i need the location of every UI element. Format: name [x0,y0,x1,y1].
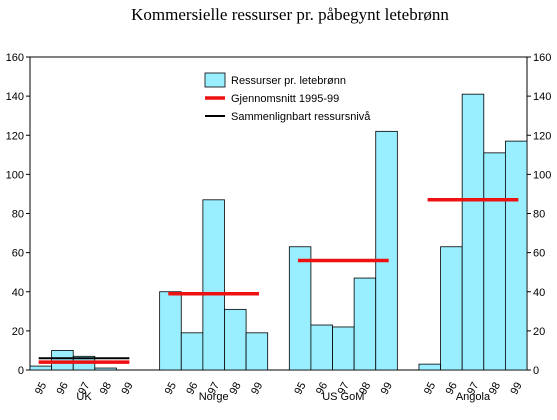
year-tick-label: 99 [249,380,265,396]
year-tick-label: 99 [379,380,395,396]
bar [245,332,269,371]
bar [51,350,74,371]
year-tick-label: 96 [444,380,460,396]
legend: Ressurser pr. letebrønn Gjennomsnitt 1995… [204,72,371,123]
legend-swatch-bars [204,72,226,88]
bar [504,140,528,371]
bar [461,93,485,371]
bar [310,324,333,371]
group-label: UK [76,391,92,403]
legend-label: Sammenlignbart ressursnivå [231,111,371,123]
group-label: Norge [199,391,229,403]
bar [483,152,506,371]
right-tick-label: 20 [533,326,545,338]
year-tick-label: 97 [206,380,222,396]
left-tick-label: 40 [12,287,24,299]
year-tick-label: 96 [55,380,71,396]
group-label: Angola [456,391,491,403]
bar [224,308,247,371]
year-tick-label: 98 [98,380,114,396]
left-tick-label: 120 [6,130,24,142]
year-tick-label: 96 [314,380,330,396]
right-tick-label: 160 [533,52,551,64]
year-tick-label: 97 [465,380,481,396]
left-tick-label: 100 [6,169,24,181]
bar [418,363,441,371]
right-tick-label: 0 [533,365,539,377]
year-tick-label: 95 [422,380,438,396]
bar [159,291,182,371]
group-label: US GoM [322,391,364,403]
left-tick-label: 160 [6,52,24,64]
bar [332,326,355,371]
year-tick-label: 98 [487,380,503,396]
year-tick-label: 99 [508,380,524,396]
year-tick-label: 95 [292,380,308,396]
bar [353,277,377,371]
right-tick-label: 60 [533,248,545,260]
left-tick-label: 80 [12,209,24,221]
year-tick-label: 99 [119,380,135,396]
right-tick-label: 80 [533,209,545,221]
year-tick-label: 95 [33,380,49,396]
bar [375,130,398,371]
plot-area: 0 0 20 20 40 40 60 60 80 80 100 100 120 120 140 140 160 1… [6,52,552,403]
bar [180,332,204,371]
right-tick-label: 100 [533,169,551,181]
legend-label: Ressurser pr. letebrønn [231,75,346,87]
chart-title: Kommersielle ressurser pr. påbegynt lete… [131,5,449,24]
bar [94,367,117,371]
year-tick-label: 98 [357,380,373,396]
left-tick-label: 140 [6,91,24,103]
legend-label: Gjennomsnitt 1995-99 [231,93,339,105]
year-tick-label: 98 [227,380,243,396]
left-tick-label: 60 [12,248,24,260]
left-tick-label: 0 [18,365,24,377]
year-tick-label: 96 [184,380,200,396]
bar [29,365,53,371]
bar [202,199,225,371]
year-tick-label: 97 [76,380,92,396]
bar [440,246,463,371]
year-tick-label: 95 [163,380,179,396]
year-tick-label: 97 [336,380,352,396]
left-tick-label: 20 [12,326,24,338]
right-tick-label: 40 [533,287,545,299]
right-tick-label: 140 [533,91,551,103]
bar [288,246,312,371]
right-tick-label: 120 [533,130,551,142]
